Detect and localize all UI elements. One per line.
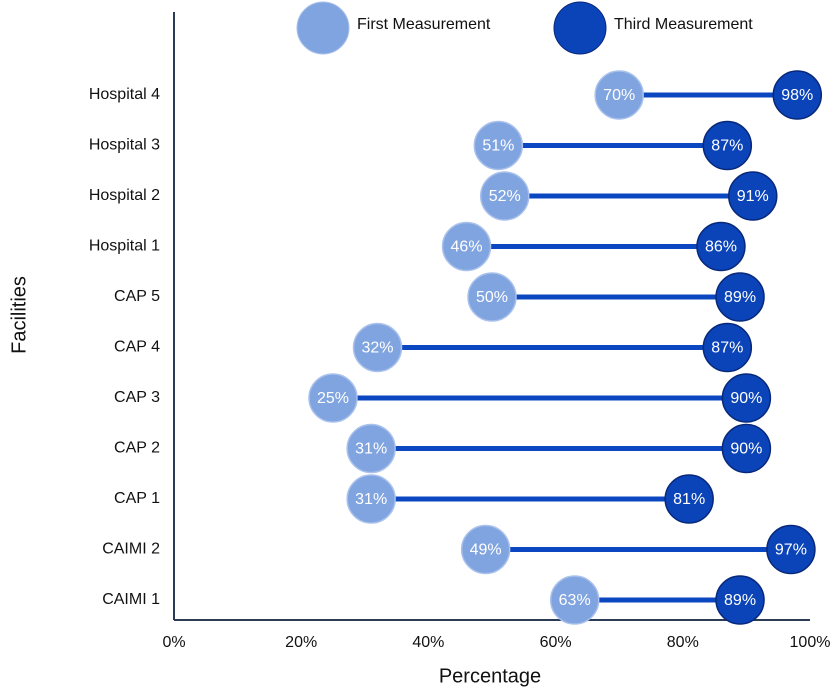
- value-label: 31%: [355, 491, 387, 508]
- y-tick-label: Hospital 2: [89, 187, 160, 204]
- dot: [721, 373, 772, 423]
- dot: [473, 120, 524, 171]
- x-tick-label: 80%: [667, 634, 699, 651]
- value-label: 81%: [673, 491, 705, 508]
- value-label: 91%: [737, 188, 769, 205]
- dot: [721, 423, 772, 474]
- y-tick-label: Hospital 1: [89, 238, 160, 255]
- y-tick-label: CAIMI 2: [102, 541, 160, 558]
- dot: [696, 221, 746, 272]
- dot: [702, 120, 753, 171]
- dot: [308, 373, 358, 423]
- value-label: 86%: [705, 239, 737, 256]
- dot: [664, 474, 714, 524]
- legend-swatch: [296, 1, 350, 55]
- value-label: 52%: [489, 188, 521, 205]
- dot: [715, 575, 765, 625]
- dot: [594, 70, 644, 120]
- dot: [352, 322, 403, 373]
- value-label: 50%: [476, 289, 508, 306]
- value-label: 46%: [451, 239, 483, 256]
- value-label: 90%: [730, 441, 762, 458]
- x-axis-label: Percentage: [439, 665, 541, 687]
- value-label: 51%: [482, 138, 514, 155]
- legend-swatch: [553, 1, 607, 55]
- dot: [467, 272, 517, 322]
- y-tick-label: Hospital 3: [89, 137, 160, 154]
- value-label: 87%: [711, 340, 743, 357]
- value-label: 87%: [711, 138, 743, 155]
- value-label: 90%: [730, 390, 762, 407]
- dot: [702, 322, 753, 373]
- y-tick-label: CAP 2: [114, 440, 160, 457]
- x-tick-label: 40%: [412, 634, 444, 651]
- dot: [549, 575, 600, 625]
- value-label: 97%: [775, 542, 807, 559]
- dot: [346, 474, 396, 524]
- y-tick-label: CAP 3: [114, 389, 160, 406]
- y-tick-label: CAP 4: [114, 339, 160, 356]
- y-tick-label: CAIMI 1: [102, 591, 160, 608]
- dot: [479, 171, 530, 221]
- dot: [715, 272, 765, 322]
- value-label: 49%: [470, 542, 502, 559]
- y-tick-label: Hospital 4: [89, 86, 160, 103]
- y-tick-label: CAP 1: [114, 490, 160, 507]
- legend-label: Third Measurement: [614, 16, 753, 33]
- x-tick-label: 0%: [162, 634, 185, 651]
- value-label: 63%: [559, 592, 591, 609]
- dot: [441, 221, 492, 272]
- dot: [772, 70, 823, 120]
- y-tick-label: CAP 5: [114, 288, 160, 305]
- y-axis-label: Facilities: [8, 276, 30, 354]
- dot: [460, 524, 511, 575]
- value-label: 89%: [724, 289, 756, 306]
- value-label: 31%: [355, 441, 387, 458]
- value-label: 98%: [781, 87, 813, 104]
- dot: [728, 171, 778, 221]
- dot: [766, 524, 816, 575]
- value-label: 25%: [317, 390, 349, 407]
- x-tick-label: 60%: [540, 634, 572, 651]
- dot: [346, 423, 396, 474]
- value-label: 70%: [603, 87, 635, 104]
- value-label: 89%: [724, 592, 756, 609]
- x-tick-label: 20%: [285, 634, 317, 651]
- value-label: 32%: [362, 340, 394, 357]
- legend-label: First Measurement: [357, 16, 491, 33]
- x-tick-label: 100%: [790, 634, 831, 651]
